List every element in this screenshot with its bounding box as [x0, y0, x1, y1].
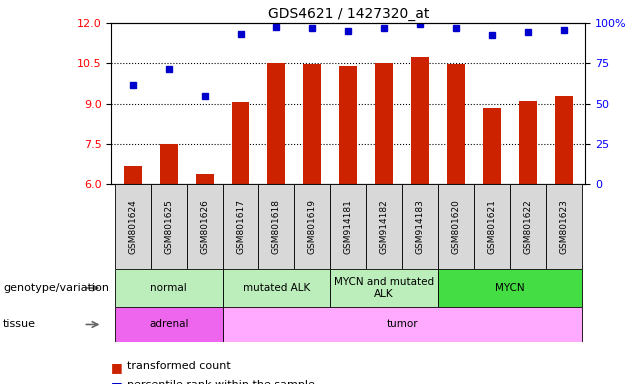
Bar	[160, 144, 177, 184]
Bar	[223, 269, 330, 307]
Bar	[411, 56, 429, 184]
Bar	[196, 174, 214, 184]
Text: MYCN: MYCN	[495, 283, 525, 293]
Text: GSM801620: GSM801620	[452, 199, 460, 254]
Bar	[258, 184, 294, 269]
Bar	[232, 103, 249, 184]
Bar	[509, 184, 546, 269]
Bar	[223, 307, 581, 342]
Bar	[402, 184, 438, 269]
Text: GSM801622: GSM801622	[523, 199, 532, 254]
Bar	[115, 184, 151, 269]
Text: transformed count: transformed count	[127, 361, 231, 371]
Text: GSM801617: GSM801617	[236, 199, 245, 254]
Text: GSM801621: GSM801621	[487, 199, 496, 254]
Bar	[124, 166, 142, 184]
Text: GSM801626: GSM801626	[200, 199, 209, 254]
Bar	[223, 184, 258, 269]
Bar	[555, 96, 572, 184]
Bar	[115, 307, 223, 342]
Text: mutated ALK: mutated ALK	[243, 283, 310, 293]
Title: GDS4621 / 1427320_at: GDS4621 / 1427320_at	[268, 7, 429, 21]
Bar	[151, 184, 187, 269]
Bar	[546, 184, 581, 269]
Text: GSM914183: GSM914183	[415, 199, 424, 254]
Bar	[303, 64, 321, 184]
Bar	[294, 184, 330, 269]
Bar	[339, 66, 357, 184]
Text: ■: ■	[111, 380, 123, 384]
Text: GSM914182: GSM914182	[380, 199, 389, 254]
Text: GSM801623: GSM801623	[559, 199, 568, 254]
Bar	[187, 184, 223, 269]
Text: GSM801624: GSM801624	[128, 199, 137, 254]
Text: GSM801619: GSM801619	[308, 199, 317, 254]
Bar	[330, 269, 438, 307]
Bar	[483, 108, 501, 184]
Bar	[115, 269, 223, 307]
Text: normal: normal	[150, 283, 187, 293]
Text: tumor: tumor	[386, 319, 418, 329]
Text: genotype/variation: genotype/variation	[3, 283, 109, 293]
Bar	[438, 269, 581, 307]
Bar	[268, 63, 286, 184]
Text: adrenal: adrenal	[149, 319, 188, 329]
Bar	[330, 184, 366, 269]
Text: GSM914181: GSM914181	[343, 199, 353, 254]
Text: tissue: tissue	[3, 319, 36, 329]
Text: MYCN and mutated
ALK: MYCN and mutated ALK	[334, 277, 434, 299]
Text: GSM801618: GSM801618	[272, 199, 281, 254]
Bar	[474, 184, 509, 269]
Text: ■: ■	[111, 361, 123, 374]
Bar	[438, 184, 474, 269]
Bar	[366, 184, 402, 269]
Text: GSM801625: GSM801625	[164, 199, 173, 254]
Bar	[519, 101, 537, 184]
Bar	[447, 64, 465, 184]
Bar	[375, 63, 393, 184]
Text: percentile rank within the sample: percentile rank within the sample	[127, 380, 315, 384]
